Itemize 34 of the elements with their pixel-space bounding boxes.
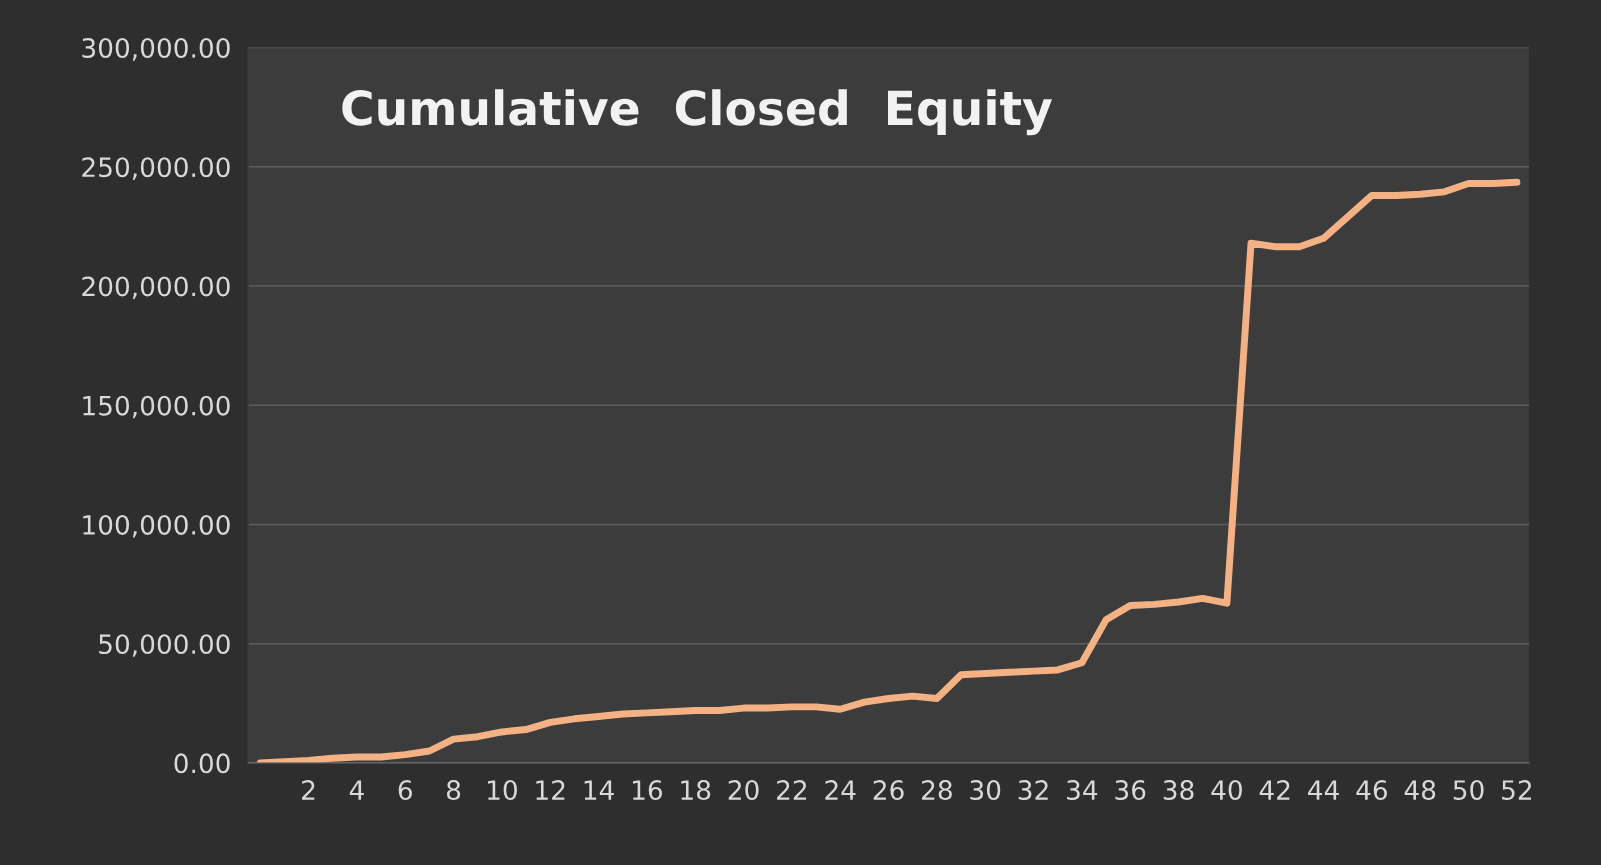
x-tick-label: 16	[633, 780, 663, 801]
x-tick-label: 14	[584, 780, 614, 800]
x-tick-label: 24	[825, 780, 856, 800]
x-tick-label: 34	[1067, 780, 1098, 801]
x-tick-label: 42	[1259, 780, 1290, 800]
x-tick-label: 4	[349, 780, 364, 800]
y-tick-label: 100,000.00	[83, 514, 230, 538]
x-tick-label: 6	[398, 780, 412, 801]
y-tick-label: 0.00	[174, 753, 230, 774]
x-tick-label: 46	[1356, 780, 1387, 801]
x-tick-label: 44	[1308, 780, 1339, 800]
y-tick-label: 200,000.00	[82, 276, 230, 300]
x-tick-label: 52	[1502, 780, 1532, 801]
x-tick-label: 22	[777, 780, 807, 800]
x-tick-label: 20	[728, 780, 759, 801]
x-tick-label: 32	[1018, 780, 1048, 801]
x-tick-label: 48	[1404, 780, 1436, 801]
x-tick-label: 40	[1211, 780, 1242, 801]
x-tick-label: 12	[536, 780, 565, 800]
x-tick-label: 30	[970, 780, 1001, 801]
x-tick-label: 38	[1163, 780, 1194, 801]
x-tick-label: 10	[488, 780, 517, 801]
x-tick-label: 50	[1453, 780, 1484, 801]
y-tick-label: 300,000.00	[82, 38, 230, 61]
x-tick-label: 2	[302, 780, 315, 800]
text: Cumulative Closed Equity	[342, 89, 1053, 136]
x-tick-label: 8	[446, 780, 461, 801]
x-tick-label: 36	[1115, 780, 1146, 801]
y-tick-label: 50,000.00	[99, 634, 230, 657]
x-tick-label: 28	[922, 780, 952, 801]
x-tick-label: 26	[873, 780, 904, 801]
x-tick-label: 18	[681, 780, 711, 801]
y-tick-label: 150,000.00	[83, 395, 230, 419]
y-tick-label: 250,000.00	[82, 157, 230, 180]
